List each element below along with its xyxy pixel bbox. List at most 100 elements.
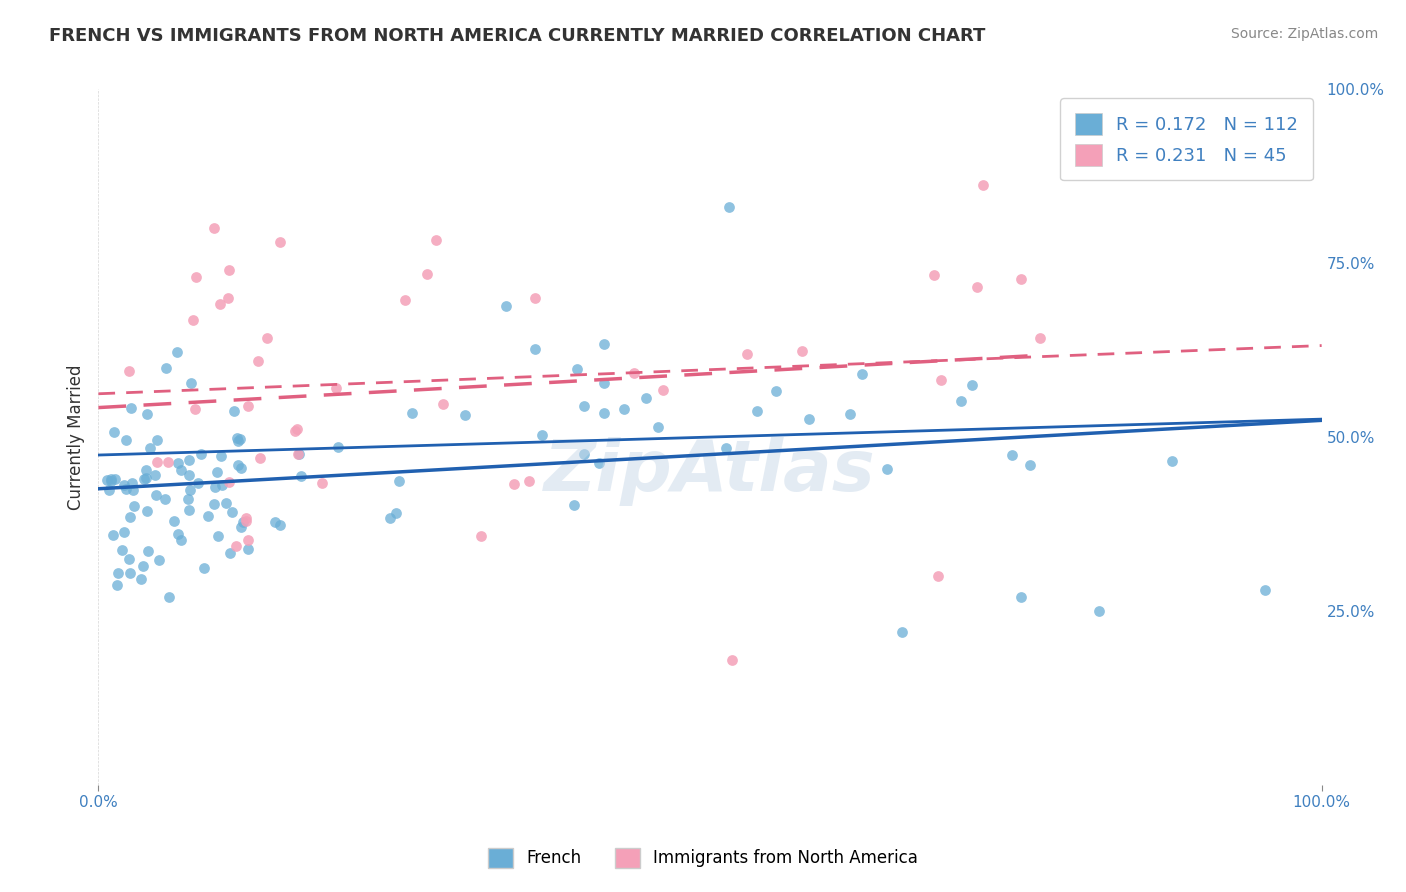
- Point: [1010, 272, 1032, 286]
- Point: [269, 517, 291, 532]
- Point: [588, 456, 610, 470]
- Point: [103, 425, 125, 439]
- Point: [401, 406, 423, 420]
- Point: [792, 344, 814, 359]
- Point: [124, 500, 146, 514]
- Point: [592, 376, 614, 390]
- Point: [208, 296, 231, 310]
- Point: [470, 529, 492, 543]
- Point: [290, 469, 312, 483]
- Point: [177, 452, 200, 467]
- Point: [121, 476, 143, 491]
- Point: [101, 527, 124, 541]
- Point: [1254, 583, 1277, 598]
- Point: [121, 483, 143, 498]
- Point: [120, 401, 142, 415]
- Point: [202, 497, 225, 511]
- Text: Source: ZipAtlas.com: Source: ZipAtlas.com: [1230, 27, 1378, 41]
- Point: [111, 542, 134, 557]
- Point: [120, 510, 142, 524]
- Point: [1088, 604, 1111, 618]
- Point: [765, 384, 787, 398]
- Point: [235, 510, 257, 524]
- Point: [562, 498, 585, 512]
- Point: [170, 533, 193, 547]
- Point: [721, 653, 744, 667]
- Point: [209, 449, 232, 463]
- Point: [218, 475, 240, 489]
- Y-axis label: Currently Married: Currently Married: [66, 364, 84, 510]
- Point: [134, 463, 156, 477]
- Point: [221, 505, 243, 519]
- Point: [187, 476, 209, 491]
- Point: [145, 488, 167, 502]
- Point: [226, 434, 249, 449]
- Point: [287, 447, 309, 461]
- Point: [236, 399, 259, 413]
- Point: [211, 477, 233, 491]
- Point: [232, 516, 254, 530]
- Point: [745, 404, 768, 418]
- Point: [966, 280, 988, 294]
- Point: [183, 313, 205, 327]
- Point: [647, 419, 669, 434]
- Point: [163, 514, 186, 528]
- Point: [519, 475, 541, 489]
- Point: [96, 473, 118, 487]
- Point: [100, 474, 122, 488]
- Point: [454, 408, 477, 422]
- Point: [179, 483, 201, 497]
- Point: [166, 456, 188, 470]
- Point: [155, 361, 177, 376]
- Legend: R = 0.172   N = 112, R = 0.231   N = 45: R = 0.172 N = 112, R = 0.231 N = 45: [1060, 98, 1313, 180]
- Point: [136, 407, 159, 421]
- Point: [1028, 331, 1050, 345]
- Point: [184, 401, 207, 416]
- Point: [972, 178, 994, 192]
- Point: [226, 458, 249, 472]
- Point: [177, 503, 200, 517]
- Point: [288, 447, 311, 461]
- Point: [236, 541, 259, 556]
- Point: [851, 368, 873, 382]
- Point: [1010, 590, 1032, 604]
- Point: [229, 461, 252, 475]
- Point: [204, 480, 226, 494]
- Point: [136, 504, 159, 518]
- Point: [186, 270, 208, 285]
- Point: [432, 397, 454, 411]
- Point: [922, 268, 945, 282]
- Point: [135, 471, 157, 485]
- Point: [415, 268, 437, 282]
- Point: [155, 492, 177, 507]
- Point: [177, 468, 200, 483]
- Point: [503, 476, 526, 491]
- Point: [129, 572, 152, 586]
- Point: [229, 432, 252, 446]
- Point: [311, 476, 333, 491]
- Point: [714, 441, 737, 455]
- Point: [1161, 454, 1184, 468]
- Point: [118, 364, 141, 378]
- Point: [256, 331, 278, 345]
- Point: [263, 515, 285, 529]
- Point: [170, 462, 193, 476]
- Point: [284, 424, 307, 438]
- Point: [202, 221, 225, 235]
- Point: [98, 483, 121, 498]
- Point: [177, 491, 200, 506]
- Point: [623, 367, 645, 381]
- Point: [131, 559, 153, 574]
- Point: [950, 393, 973, 408]
- Point: [100, 472, 122, 486]
- Point: [225, 431, 247, 445]
- Point: [207, 529, 229, 543]
- Point: [592, 406, 614, 420]
- Point: [112, 525, 135, 540]
- Point: [523, 342, 546, 356]
- Point: [636, 391, 658, 405]
- Point: [167, 526, 190, 541]
- Point: [1018, 458, 1040, 473]
- Point: [425, 233, 447, 247]
- Point: [572, 399, 595, 413]
